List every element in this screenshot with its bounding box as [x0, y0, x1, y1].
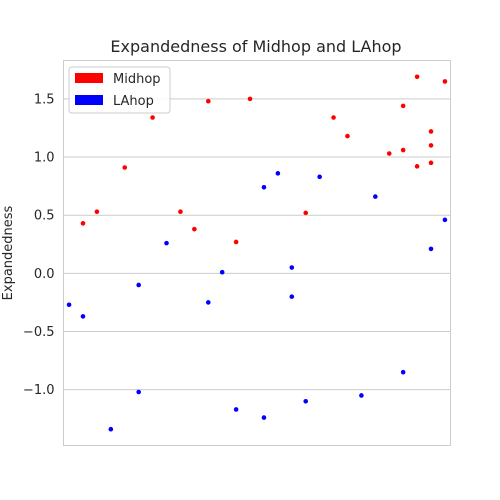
point-midhop — [428, 160, 434, 166]
point-lahop — [108, 426, 114, 432]
data-points — [66, 74, 448, 432]
point-lahop — [136, 389, 141, 395]
point-lahop — [66, 302, 72, 308]
point-midhop — [150, 115, 155, 120]
point-lahop — [164, 240, 169, 246]
point-midhop — [331, 115, 336, 120]
y-tick-label: 1.0 — [34, 151, 55, 166]
point-midhop — [178, 209, 183, 215]
legend: Midhop LAhop — [68, 66, 171, 114]
point-midhop — [247, 96, 253, 102]
point-lahop — [261, 415, 267, 420]
point-lahop — [359, 393, 364, 398]
plot-area-border — [63, 60, 451, 446]
point-lahop — [275, 171, 281, 176]
point-lahop — [205, 300, 211, 305]
point-lahop — [233, 407, 239, 412]
y-tick-label: 1.5 — [34, 92, 55, 107]
point-midhop — [414, 74, 420, 80]
y-tick-label: −1.0 — [23, 383, 55, 398]
point-midhop — [192, 226, 197, 232]
point-lahop — [317, 174, 322, 180]
legend-label-midhop: Midhop — [113, 72, 161, 87]
y-gridlines — [63, 98, 451, 391]
y-tick-label: 0.0 — [34, 267, 55, 282]
chart-title: Expandedness of Midhop and LAhop — [110, 37, 401, 56]
point-midhop — [122, 165, 128, 170]
point-lahop — [400, 369, 406, 375]
point-midhop — [400, 147, 406, 153]
point-lahop — [289, 294, 295, 299]
point-midhop — [386, 151, 392, 156]
point-midhop — [205, 98, 211, 104]
point-midhop — [233, 239, 239, 245]
y-tick-labels: −1.0 −0.5 0.0 0.5 1.0 1.5 — [23, 92, 55, 398]
point-midhop — [400, 103, 406, 109]
point-lahop — [80, 314, 86, 319]
y-tick-label: 0.5 — [34, 209, 55, 224]
point-lahop — [136, 282, 141, 288]
point-midhop — [345, 133, 350, 139]
point-lahop — [261, 184, 267, 190]
point-midhop — [442, 79, 448, 84]
point-midhop — [428, 143, 434, 148]
y-axis-label: Expandedness — [1, 205, 16, 300]
point-lahop — [303, 399, 309, 404]
y-tick-label: −0.5 — [23, 325, 55, 340]
point-lahop — [373, 194, 378, 199]
point-midhop — [303, 210, 309, 216]
point-lahop — [428, 246, 434, 252]
legend-swatch-lahop — [75, 95, 103, 105]
legend-label-lahop: LAhop — [113, 94, 154, 109]
point-midhop — [428, 129, 434, 134]
point-lahop — [289, 265, 295, 270]
point-lahop — [442, 217, 448, 223]
point-midhop — [414, 164, 420, 169]
point-midhop — [80, 221, 86, 226]
point-lahop — [219, 269, 225, 275]
legend-swatch-midhop — [75, 73, 103, 83]
point-midhop — [94, 209, 100, 215]
